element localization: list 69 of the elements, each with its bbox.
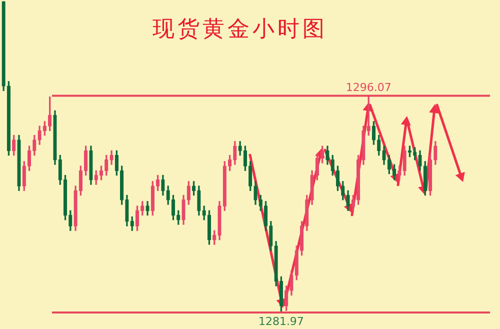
candlestick	[233, 141, 237, 165]
candlestick	[74, 186, 78, 231]
candlestick	[58, 154, 62, 185]
candlestick	[279, 276, 284, 313]
candlestick	[218, 201, 222, 240]
candlestick	[22, 161, 26, 191]
candlestick	[171, 194, 176, 220]
candlestick	[434, 141, 438, 165]
candlestick	[89, 146, 93, 185]
candlestick	[305, 194, 309, 231]
candlestick	[182, 194, 186, 225]
candlestick	[264, 201, 268, 231]
candlestick	[38, 126, 42, 145]
candlestick	[12, 134, 16, 156]
candlestick	[140, 201, 144, 216]
candlestick	[161, 174, 165, 196]
candlestick	[27, 146, 32, 171]
candlestick	[156, 174, 160, 191]
candlestick	[418, 150, 422, 171]
candlestick	[336, 166, 340, 191]
candlestick	[408, 146, 412, 158]
candlestick	[202, 206, 206, 220]
candlestick	[290, 270, 294, 296]
candlestick	[428, 154, 432, 196]
candlestick	[192, 181, 196, 196]
candlestick	[228, 154, 232, 171]
candlestick	[387, 154, 391, 174]
candlestick	[423, 161, 427, 196]
candlestick	[63, 174, 68, 220]
candlestick	[300, 221, 304, 256]
candlestick	[150, 181, 154, 216]
candlestick	[330, 154, 334, 176]
candlestick	[402, 146, 406, 176]
candlestick	[346, 190, 350, 211]
candlestick	[254, 181, 258, 205]
candlestick	[130, 216, 134, 231]
candlestick	[110, 150, 114, 165]
candlestick	[377, 134, 381, 156]
candlestick	[32, 134, 36, 156]
candlestick	[269, 221, 273, 251]
candlestick	[222, 161, 226, 211]
candlestick	[326, 146, 330, 165]
candlestick	[362, 126, 366, 165]
candlestick	[398, 166, 402, 180]
candlestick	[125, 194, 129, 226]
candlestick	[197, 186, 201, 216]
candlestick	[17, 134, 21, 191]
candlestick	[42, 121, 47, 136]
ref-line-label: 1281.97	[258, 314, 304, 328]
candlestick	[6, 81, 11, 156]
candlestick	[294, 246, 298, 280]
candlestick	[135, 206, 140, 231]
candlestick	[243, 146, 248, 171]
candlestick	[238, 141, 242, 156]
ref-line-label: 1296.07	[346, 81, 392, 94]
text: 现货黄金小时图	[152, 15, 328, 43]
candlestick	[274, 241, 278, 286]
candlestick	[146, 201, 150, 216]
candlestick	[53, 110, 57, 165]
candlestick	[382, 146, 386, 165]
candlestick	[2, 1, 6, 92]
candlestick	[372, 121, 376, 145]
candlestick	[310, 170, 314, 205]
candlestick	[104, 154, 108, 176]
candlestick	[68, 210, 72, 231]
candlestick	[341, 181, 345, 200]
candlestick	[207, 210, 212, 245]
candlestick	[186, 181, 190, 205]
candlestick	[248, 161, 252, 191]
